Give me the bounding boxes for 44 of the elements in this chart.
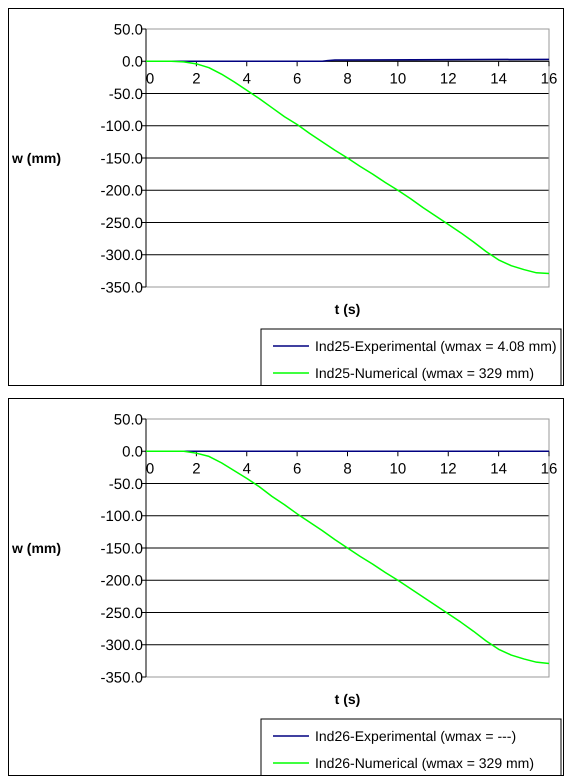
y-tick-label: -150.0 — [100, 150, 143, 168]
y-tick-label: -100.0 — [100, 508, 143, 525]
x-tick-label: 4 — [242, 70, 251, 88]
x-tick-label: 16 — [540, 460, 558, 478]
x-tick-label: 10 — [390, 460, 406, 478]
y-tick-label: -350.0 — [100, 669, 143, 686]
x-tick-label: 14 — [490, 460, 507, 478]
x-tick-label: 2 — [192, 460, 201, 478]
x-tick-label: 0 — [146, 460, 154, 478]
y-tick-label: -50.0 — [108, 86, 143, 103]
x-tick-label: 8 — [343, 460, 352, 478]
y-tick-label: -50.0 — [108, 476, 143, 493]
y-tick-label: -300.0 — [100, 637, 143, 654]
y-tick-label: 0.0 — [122, 444, 143, 460]
y-tick-label: -300.0 — [100, 247, 143, 264]
x-tick-label: 14 — [490, 70, 507, 88]
x-axis-title: t (s) — [334, 691, 360, 707]
y-tick-label: -200.0 — [100, 182, 143, 200]
y-tick-label: -250.0 — [100, 214, 143, 232]
y-tick-label: -100.0 — [100, 118, 143, 135]
legend-label: Ind26-Numerical (wmax = 329 mm) — [315, 754, 534, 771]
x-axis-title: t (s) — [334, 301, 360, 317]
y-axis-title: w (mm) — [11, 540, 61, 556]
x-tick-label: 0 — [146, 70, 154, 88]
x-tick-label: 4 — [242, 460, 251, 478]
x-tick-label: 12 — [440, 460, 457, 478]
y-axis-title: w (mm) — [11, 150, 61, 166]
x-tick-label: 8 — [343, 70, 352, 88]
legend-label: Ind26-Experimental (wmax = ---) — [315, 728, 516, 744]
y-tick-label: 50.0 — [114, 411, 143, 428]
x-tick-label: 16 — [540, 70, 558, 88]
x-tick-label: 2 — [192, 70, 201, 88]
y-tick-label: -150.0 — [100, 540, 143, 558]
legend-label: Ind25-Numerical (wmax = 329 mm) — [315, 364, 534, 381]
x-tick-label: 6 — [292, 70, 302, 88]
legend-label: Ind25-Experimental (wmax = 4.08 mm) — [315, 338, 557, 354]
y-tick-label: 50.0 — [114, 21, 143, 38]
x-tick-label: 12 — [440, 70, 457, 88]
y-tick-label: 0.0 — [122, 54, 143, 70]
x-tick-label: 6 — [292, 460, 302, 478]
y-tick-label: -250.0 — [100, 604, 143, 622]
y-tick-label: -350.0 — [100, 279, 143, 296]
x-tick-label: 10 — [390, 70, 406, 88]
y-tick-label: -200.0 — [100, 572, 143, 590]
